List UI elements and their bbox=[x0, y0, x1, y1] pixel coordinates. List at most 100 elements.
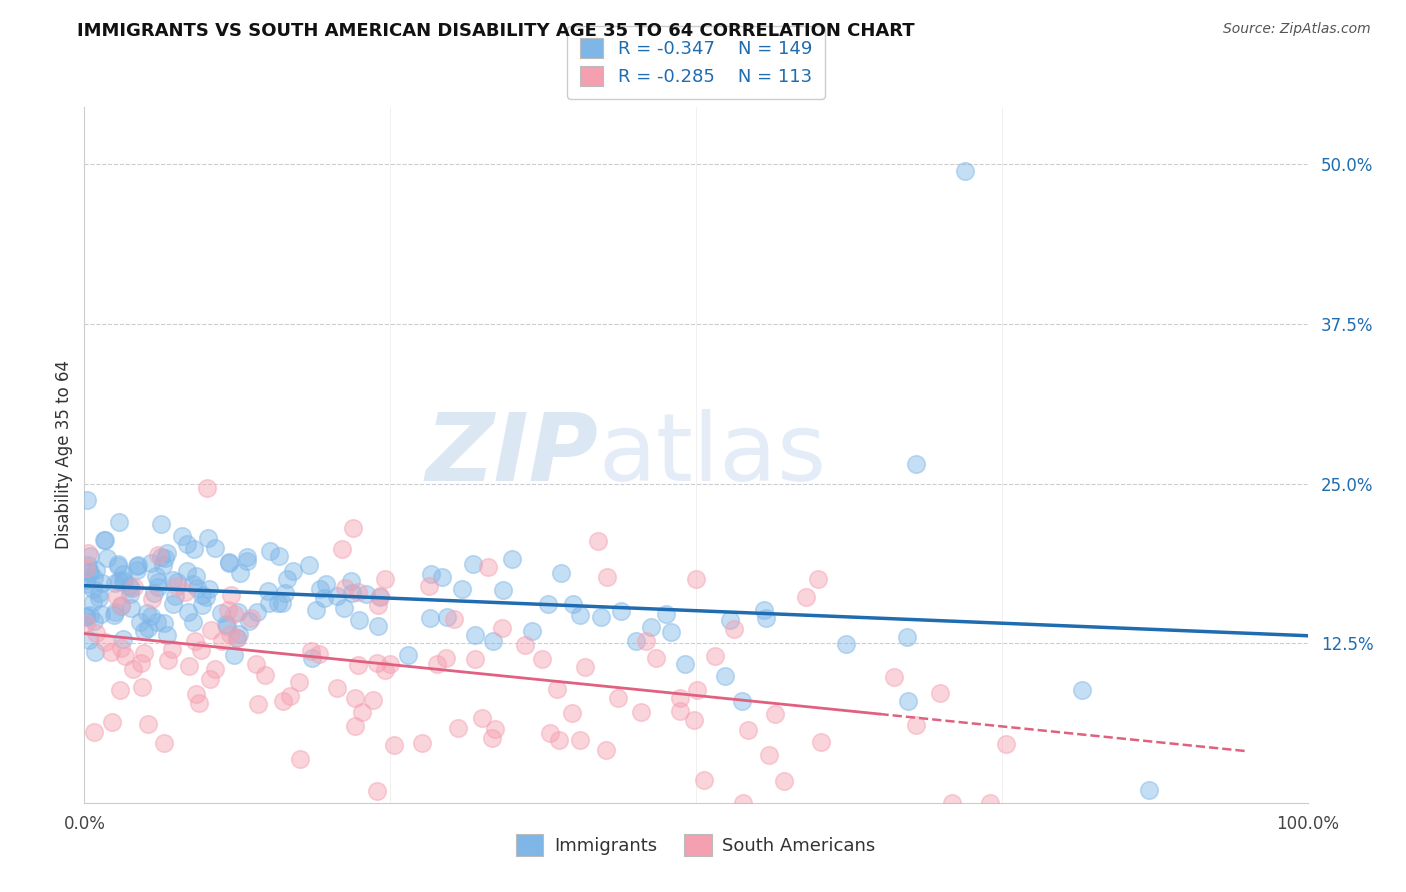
Point bbox=[141, 592, 163, 607]
Point bbox=[155, 546, 177, 560]
Point bbox=[347, 613, 370, 627]
Text: IMMIGRANTS VS SOUTH AMERICAN DISABILITY AGE 35 TO 64 CORRELATION CHART: IMMIGRANTS VS SOUTH AMERICAN DISABILITY … bbox=[77, 22, 915, 40]
Point bbox=[905, 458, 928, 472]
Point bbox=[411, 736, 433, 750]
Point bbox=[132, 646, 155, 660]
Point bbox=[896, 630, 918, 644]
Point bbox=[305, 603, 328, 617]
Point bbox=[112, 632, 135, 647]
Point bbox=[204, 662, 226, 676]
Point bbox=[112, 575, 135, 590]
Point bbox=[481, 731, 503, 746]
Point bbox=[491, 621, 513, 635]
Point bbox=[482, 634, 505, 648]
Point bbox=[76, 492, 98, 507]
Point bbox=[568, 733, 591, 747]
Point bbox=[103, 607, 125, 622]
Point bbox=[138, 621, 160, 635]
Point bbox=[94, 533, 117, 548]
Point bbox=[187, 696, 209, 710]
Point bbox=[693, 773, 716, 788]
Point bbox=[630, 705, 652, 719]
Point bbox=[546, 682, 568, 697]
Point bbox=[330, 542, 353, 557]
Point bbox=[430, 570, 453, 584]
Point bbox=[184, 568, 207, 582]
Point bbox=[110, 641, 132, 656]
Point bbox=[124, 580, 146, 594]
Point bbox=[501, 552, 523, 566]
Point bbox=[522, 624, 544, 638]
Point bbox=[226, 631, 249, 645]
Point bbox=[194, 591, 217, 605]
Point bbox=[90, 607, 112, 622]
Point bbox=[127, 558, 149, 573]
Point bbox=[464, 651, 486, 665]
Point bbox=[165, 589, 187, 603]
Point bbox=[346, 585, 368, 599]
Point bbox=[315, 577, 337, 591]
Point bbox=[87, 591, 110, 606]
Point bbox=[135, 607, 157, 621]
Point bbox=[218, 556, 240, 570]
Point bbox=[219, 627, 242, 641]
Point bbox=[463, 558, 485, 572]
Point bbox=[77, 565, 100, 579]
Point bbox=[979, 796, 1001, 810]
Point bbox=[308, 647, 330, 661]
Point bbox=[340, 574, 363, 588]
Y-axis label: Disability Age 35 to 64: Disability Age 35 to 64 bbox=[55, 360, 73, 549]
Point bbox=[83, 571, 105, 585]
Point bbox=[177, 605, 200, 619]
Point bbox=[222, 648, 245, 663]
Point bbox=[259, 544, 281, 558]
Point bbox=[79, 632, 101, 647]
Point bbox=[96, 551, 118, 566]
Point bbox=[367, 598, 389, 612]
Point bbox=[173, 585, 195, 599]
Point bbox=[204, 541, 226, 555]
Point bbox=[267, 549, 290, 564]
Point bbox=[374, 572, 396, 586]
Point bbox=[183, 577, 205, 591]
Point bbox=[107, 558, 129, 572]
Point bbox=[155, 551, 177, 566]
Point bbox=[333, 601, 356, 615]
Point bbox=[366, 656, 388, 670]
Point bbox=[434, 650, 457, 665]
Point bbox=[156, 628, 179, 642]
Point bbox=[211, 633, 233, 648]
Point bbox=[160, 641, 183, 656]
Point bbox=[634, 634, 657, 648]
Point bbox=[84, 626, 107, 640]
Point bbox=[368, 589, 391, 603]
Point bbox=[443, 612, 465, 626]
Point bbox=[184, 634, 207, 648]
Point bbox=[561, 597, 583, 611]
Point bbox=[87, 585, 110, 599]
Point bbox=[278, 690, 301, 704]
Point bbox=[79, 565, 101, 579]
Point bbox=[271, 596, 294, 610]
Point bbox=[288, 751, 311, 765]
Point bbox=[374, 663, 396, 677]
Point bbox=[209, 607, 232, 621]
Point bbox=[153, 736, 176, 750]
Point bbox=[758, 748, 780, 763]
Point bbox=[314, 591, 336, 606]
Point bbox=[104, 606, 127, 620]
Point bbox=[191, 588, 214, 602]
Point bbox=[655, 607, 678, 621]
Point bbox=[136, 717, 159, 731]
Point bbox=[90, 576, 112, 591]
Point bbox=[589, 609, 612, 624]
Point bbox=[350, 705, 373, 719]
Point bbox=[149, 517, 172, 532]
Point bbox=[190, 643, 212, 657]
Point bbox=[162, 597, 184, 611]
Point bbox=[953, 164, 976, 178]
Point bbox=[257, 584, 280, 599]
Point bbox=[659, 624, 682, 639]
Point bbox=[198, 582, 221, 596]
Point bbox=[537, 597, 560, 611]
